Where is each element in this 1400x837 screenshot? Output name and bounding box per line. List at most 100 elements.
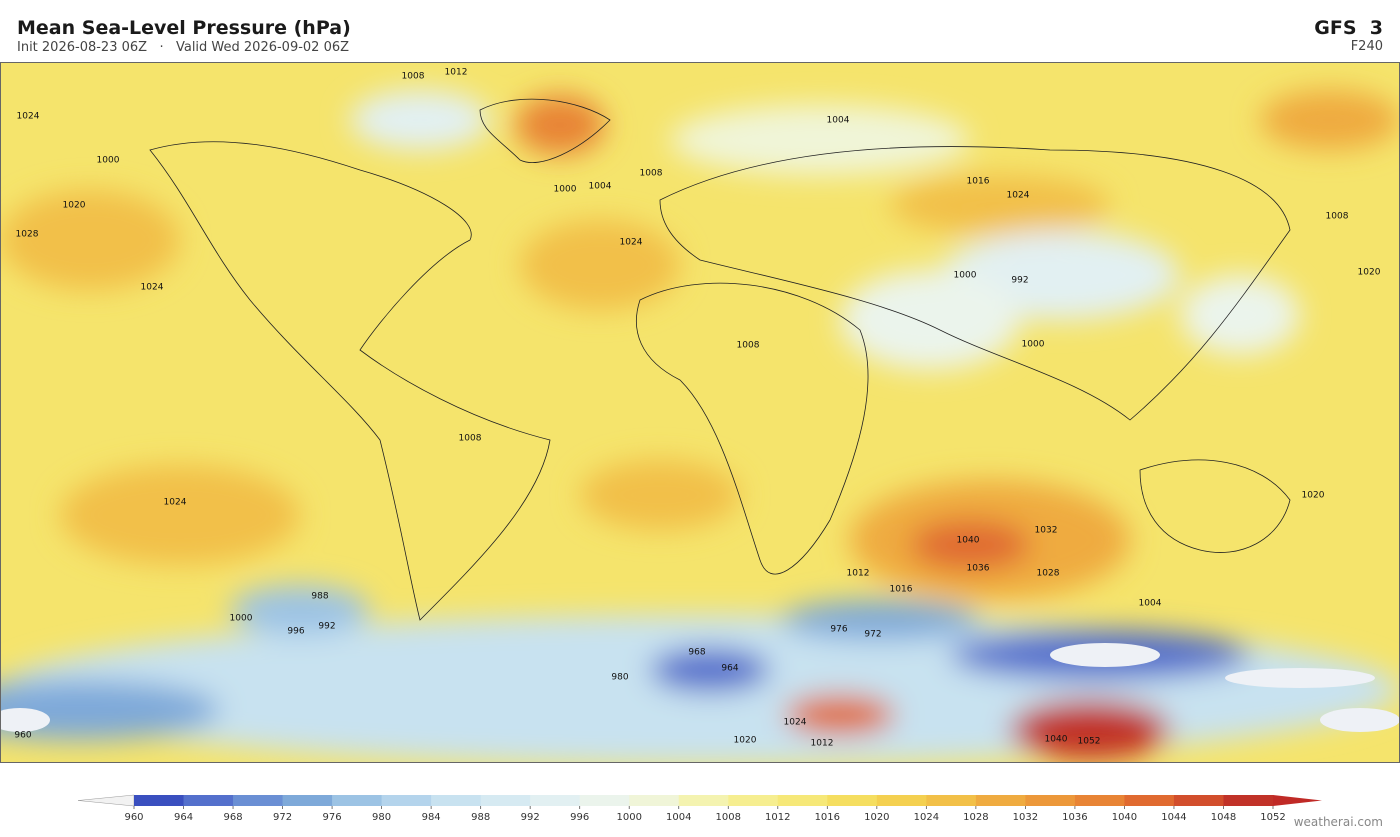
colorbar-segment — [926, 795, 977, 806]
colorbar-segment — [480, 795, 531, 806]
low-area — [0, 680, 220, 740]
contour-label: 976 — [830, 625, 847, 635]
colorbar-segment — [1173, 795, 1224, 806]
low-area — [840, 270, 1020, 370]
high-area — [580, 460, 740, 530]
colorbar-tick-label: 968 — [223, 812, 242, 823]
contour-label: 992 — [1011, 276, 1028, 286]
contour-label: 1032 — [1035, 526, 1058, 536]
colorbar: 960 964 968 972 976 980 984 988 992 996 1000 1004 10… — [77, 794, 1322, 823]
high-core — [910, 520, 1030, 570]
colorbar-tick-label: 1028 — [963, 812, 988, 823]
high-area — [1260, 90, 1400, 150]
contour-label: 1008 — [402, 72, 425, 82]
high-area — [520, 220, 680, 310]
contour-label: 1020 — [734, 736, 757, 746]
colorbar-segment — [827, 795, 878, 806]
contour-label: 1040 — [957, 536, 980, 546]
colorbar-tick-label: 1016 — [815, 812, 840, 823]
colorbar-segment — [579, 795, 630, 806]
africa — [636, 282, 869, 575]
contour-label: 1024 — [620, 238, 643, 248]
colorbar-tick-label: 1008 — [716, 812, 741, 823]
contour-label: 1004 — [1139, 599, 1162, 609]
colorbar-segment — [183, 795, 234, 806]
high-core — [785, 695, 895, 735]
colorbar-tick-label: 984 — [422, 812, 441, 823]
colorbar-segment — [1025, 795, 1076, 806]
colorbar-tick-label: 960 — [124, 812, 143, 823]
colorbar-extend-low — [77, 794, 135, 807]
contour-label: 964 — [721, 664, 738, 674]
colorbar-tick-label: 992 — [521, 812, 540, 823]
eurasia — [659, 146, 1291, 421]
pressure-field — [0, 90, 1400, 763]
contour-label: 1016 — [967, 177, 990, 187]
contour-label: 1028 — [16, 230, 39, 240]
colorbar-tick-label: 964 — [174, 812, 193, 823]
contour-label: 1036 — [967, 564, 990, 574]
no-data — [1225, 668, 1375, 688]
colorbar-segment — [233, 795, 284, 806]
colorbar-segment — [1223, 795, 1274, 806]
colorbar-segment — [381, 795, 432, 806]
colorbar-tick-label: 1048 — [1211, 812, 1236, 823]
colorbar-tick-label: 1052 — [1260, 812, 1285, 823]
low-area — [780, 600, 980, 640]
colorbar-segment — [530, 795, 581, 806]
contour-label: 1052 — [1078, 737, 1101, 747]
colorbar-tick-label: 1004 — [666, 812, 691, 823]
low-area — [670, 105, 970, 175]
colorbar-tick-label: 1000 — [616, 812, 641, 823]
colorbar-segment — [332, 795, 383, 806]
high-area — [60, 465, 300, 565]
colorbar-tick-label: 1032 — [1013, 812, 1038, 823]
colorbar-tick-label: 1024 — [914, 812, 939, 823]
forecast-hour: F240 — [1351, 39, 1383, 54]
contour-label: 1020 — [63, 201, 86, 211]
watermark: weatherai.com — [1294, 815, 1383, 829]
contour-label: 1024 — [141, 283, 164, 293]
contour-label: 1024 — [164, 498, 187, 508]
colorbar-segment — [134, 795, 185, 806]
coastlines — [149, 98, 1291, 621]
contour-label: 1008 — [459, 434, 482, 444]
contour-label: 1012 — [847, 569, 870, 579]
title: Mean Sea-Level Pressure (hPa) — [17, 17, 351, 39]
colorbar-segment — [876, 795, 927, 806]
high-area — [890, 175, 1110, 235]
contour-label: 1020 — [1358, 268, 1381, 278]
low-area — [1180, 275, 1300, 355]
low-core — [650, 648, 770, 692]
colorbar-segment — [629, 795, 680, 806]
low-area — [350, 90, 490, 150]
contour-label: 1040 — [1045, 735, 1068, 745]
colorbar-tick-label: 1012 — [765, 812, 790, 823]
contour-label: 980 — [611, 673, 628, 683]
contour-label: 1028 — [1037, 569, 1060, 579]
contour-label: 1012 — [811, 739, 834, 749]
high-area — [0, 190, 180, 290]
contour-label: 1012 — [445, 68, 468, 78]
contour-label: 1008 — [640, 169, 663, 179]
colorbar-segment — [777, 795, 828, 806]
colorbar-tick-label: 1040 — [1112, 812, 1137, 823]
colorbar-extend-high — [1273, 795, 1322, 806]
contour-label: 1000 — [230, 614, 253, 624]
contour-label: 972 — [864, 630, 881, 640]
model-name: GFS 3 — [1314, 17, 1383, 39]
colorbar-tick-label: 972 — [273, 812, 292, 823]
colorbar-segment — [975, 795, 1026, 806]
contour-labels: 1024 1000 1008 1012 1028 1024 1020 1024 1000 1004… — [14, 68, 1380, 749]
no-data — [1320, 708, 1400, 732]
contour-label: 988 — [311, 592, 328, 602]
subtitle: Init 2026-08-23 06Z · Valid Wed 2026-09-… — [17, 40, 349, 55]
contour-label: 1024 — [784, 718, 807, 728]
contour-label: 1024 — [17, 112, 40, 122]
colorbar-tick-label: 980 — [372, 812, 391, 823]
contour-label: 1020 — [1302, 491, 1325, 501]
contour-label: 1000 — [554, 185, 577, 195]
contour-label: 1008 — [737, 341, 760, 351]
